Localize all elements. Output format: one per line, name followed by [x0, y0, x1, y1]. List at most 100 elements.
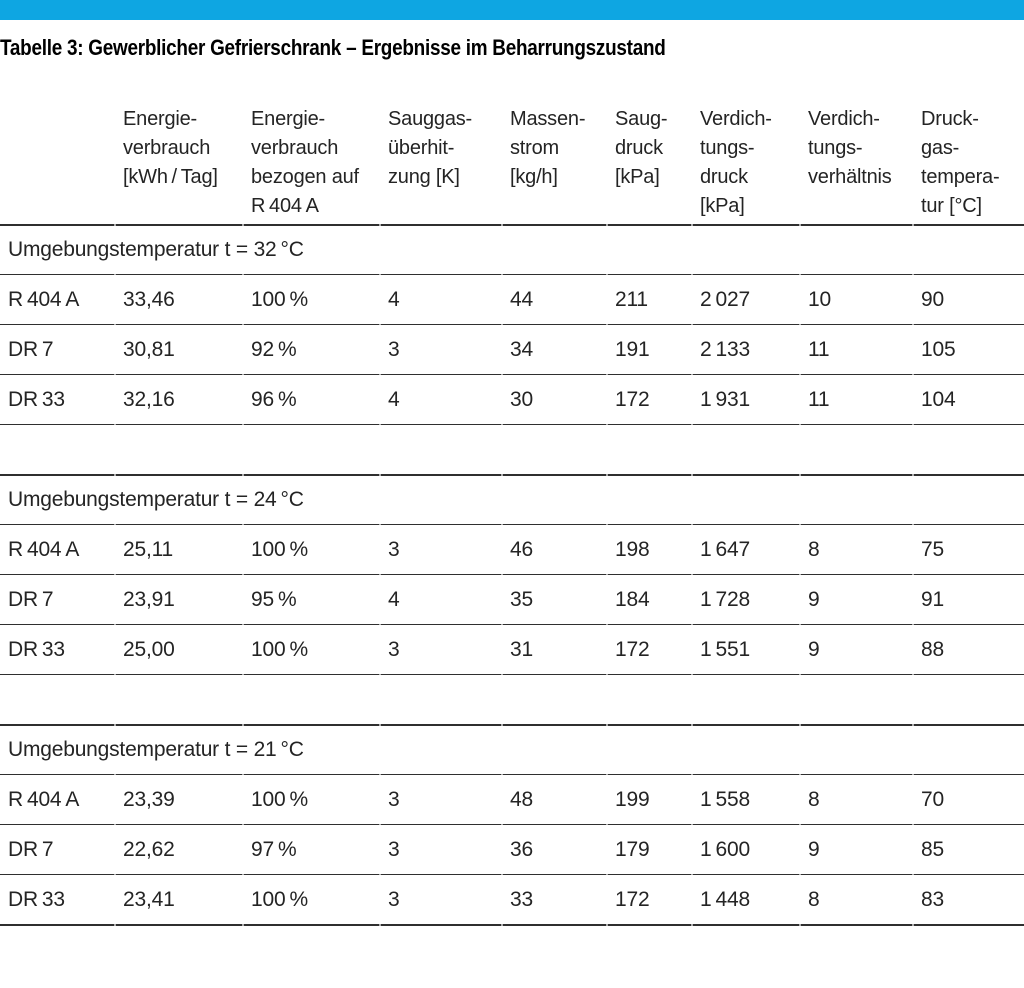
data-cell: 31	[510, 637, 533, 661]
data-cell: 100 %	[251, 287, 308, 311]
data-cell: 96 %	[251, 387, 297, 411]
data-cell: 4	[388, 587, 400, 611]
data-cell: 8	[808, 787, 820, 811]
row-label: DR 7	[8, 587, 54, 611]
data-cell: 9	[808, 637, 820, 661]
row-rule	[0, 674, 1024, 675]
data-cell: 2 133	[700, 337, 750, 361]
data-cell: 9	[808, 837, 820, 861]
section-heading-row: Umgebungstemperatur t = 24 °C	[0, 476, 1024, 524]
row-rule	[0, 324, 1024, 325]
table-row: R 404 A 23,39 100 % 3 48 199 1 558 8 70	[0, 775, 1024, 824]
data-cell: 10	[808, 287, 831, 311]
data-cell: 179	[615, 837, 650, 861]
section-divider-rule	[0, 474, 1024, 476]
data-cell: 105	[921, 337, 956, 361]
data-cell: 1 558	[700, 787, 750, 811]
data-cell: 1 647	[700, 537, 750, 561]
section-gap	[0, 425, 1024, 474]
data-cell: 172	[615, 637, 650, 661]
data-cell: 3	[388, 887, 400, 911]
data-cell: 34	[510, 337, 533, 361]
data-cell: 44	[510, 287, 533, 311]
data-cell: 11	[808, 337, 830, 361]
data-cell: 32,16	[123, 387, 175, 411]
data-cell: 3	[388, 337, 400, 361]
table-row: DR 33 25,00 100 % 3 31 172 1 551 9 88	[0, 625, 1024, 674]
section-heading-rule	[0, 274, 1024, 275]
row-rule	[0, 374, 1024, 375]
data-cell: 3	[388, 637, 400, 661]
column-header-sauggasueberhitzung: Sauggas- überhit- zung [K]	[388, 108, 473, 188]
column-header-druckgastemperatur: Druck- gas- tempera- tur [°C]	[921, 108, 1000, 217]
table-row: R 404 A 33,46 100 % 4 44 211 2 027 10 90	[0, 275, 1024, 324]
header-rule	[0, 224, 1024, 226]
data-cell: 3	[388, 787, 400, 811]
data-cell: 9	[808, 587, 820, 611]
data-cell: 191	[615, 337, 650, 361]
data-cell: 3	[388, 537, 400, 561]
data-cell: 22,62	[123, 837, 175, 861]
table-title: Tabelle 3: Gewerblicher Gefrierschrank –…	[0, 35, 666, 60]
row-rule	[0, 624, 1024, 625]
data-cell: 30	[510, 387, 533, 411]
data-cell: 33	[510, 887, 533, 911]
data-cell: 1 728	[700, 587, 750, 611]
column-header-massenstrom: Massen- strom [kg/h]	[510, 108, 586, 188]
row-rule	[0, 424, 1024, 425]
data-cell: 85	[921, 837, 944, 861]
top-accent-bar	[0, 0, 1024, 20]
results-table: Energie- verbrauch [kWh / Tag] Energie- …	[0, 99, 1024, 926]
data-cell: 100 %	[251, 537, 308, 561]
row-rule	[0, 574, 1024, 575]
data-cell: 199	[615, 787, 650, 811]
row-label: DR 7	[8, 337, 54, 361]
column-header-verdichtungsverhaeltnis: Verdich- tungs- verhältnis	[808, 108, 892, 188]
table-row: DR 7 22,62 97 % 3 36 179 1 600 9 85	[0, 825, 1024, 874]
data-cell: 8	[808, 537, 820, 561]
data-cell: 83	[921, 887, 944, 911]
data-cell: 104	[921, 387, 956, 411]
table-sections: Umgebungstemperatur t = 32 °C R 404 A 33,4…	[0, 226, 1024, 926]
data-cell: 211	[615, 287, 648, 311]
data-cell: 198	[615, 537, 650, 561]
data-cell: 4	[388, 387, 400, 411]
data-cell: 48	[510, 787, 533, 811]
section-divider-rule	[0, 724, 1024, 726]
data-cell: 172	[615, 387, 650, 411]
data-cell: 184	[615, 587, 650, 611]
data-cell: 95 %	[251, 587, 297, 611]
data-cell: 100 %	[251, 637, 308, 661]
table-row: DR 33 32,16 96 % 4 30 172 1 931 11 104	[0, 375, 1024, 424]
data-cell: 97 %	[251, 837, 297, 861]
data-cell: 25,00	[123, 637, 175, 661]
data-cell: 1 931	[700, 387, 750, 411]
data-cell: 36	[510, 837, 533, 861]
section-heading: Umgebungstemperatur t = 21 °C	[8, 738, 304, 761]
section-heading-rule	[0, 524, 1024, 525]
data-cell: 1 551	[700, 637, 750, 661]
data-cell: 4	[388, 287, 400, 311]
column-header-energieverbrauch: Energie- verbrauch [kWh / Tag]	[123, 108, 218, 188]
row-label: DR 33	[8, 887, 65, 911]
data-cell: 30,81	[123, 337, 175, 361]
data-cell: 100 %	[251, 787, 308, 811]
row-label: R 404 A	[8, 787, 80, 811]
section-heading: Umgebungstemperatur t = 32 °C	[8, 238, 304, 261]
data-cell: 92 %	[251, 337, 297, 361]
data-cell: 8	[808, 887, 820, 911]
section-heading: Umgebungstemperatur t = 24 °C	[8, 488, 304, 511]
row-label: R 404 A	[8, 537, 80, 561]
data-cell: 23,39	[123, 787, 175, 811]
section-heading-rule	[0, 774, 1024, 775]
data-cell: 90	[921, 287, 944, 311]
row-label: DR 33	[8, 387, 65, 411]
section-heading-row: Umgebungstemperatur t = 21 °C	[0, 726, 1024, 774]
data-cell: 88	[921, 637, 944, 661]
data-cell: 75	[921, 537, 944, 561]
data-cell: 172	[615, 887, 650, 911]
data-cell: 91	[921, 587, 944, 611]
data-cell: 100 %	[251, 887, 308, 911]
table-bottom-rule	[0, 924, 1024, 926]
table-row: R 404 A 25,11 100 % 3 46 198 1 647 8 75	[0, 525, 1024, 574]
